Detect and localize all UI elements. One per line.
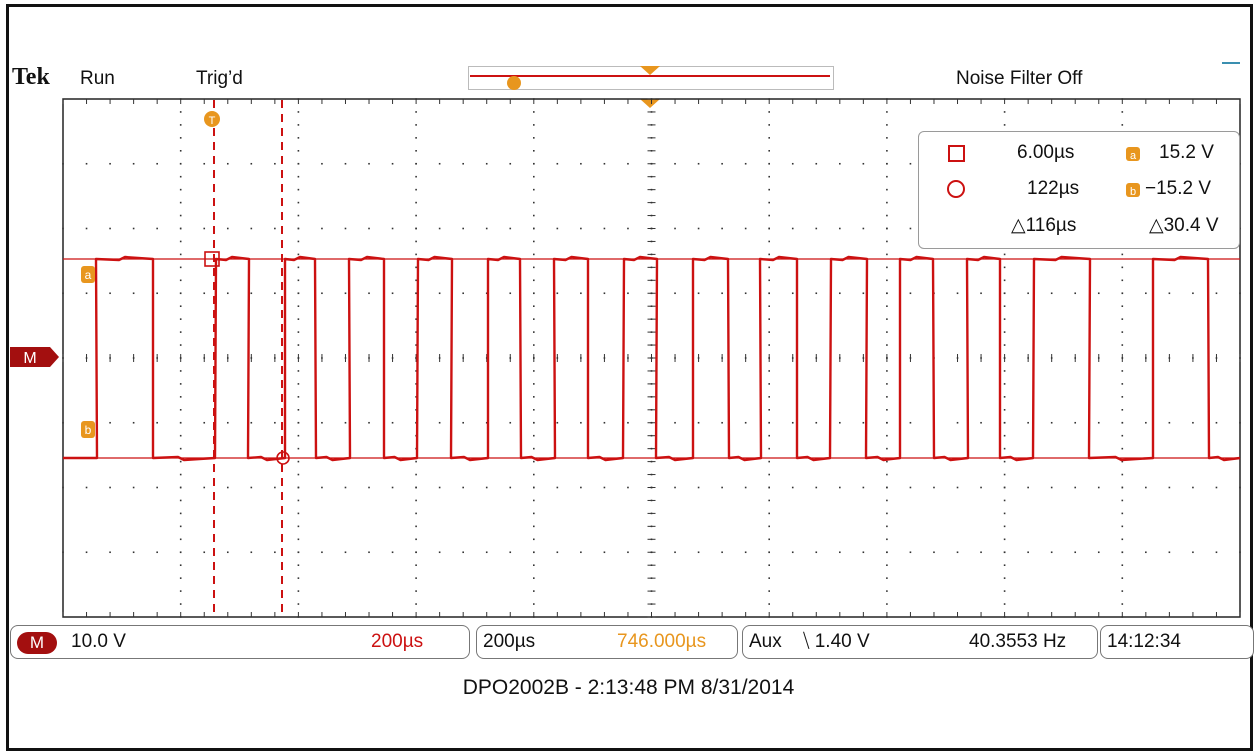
- cursor-2-circle-icon: [947, 180, 965, 198]
- cursor-1-time: 6.00µs: [1017, 142, 1075, 163]
- cursor-1-square-icon: [948, 145, 965, 162]
- math-time-per-div: 200µs: [371, 631, 424, 652]
- delta-volts: △30.4 V: [1149, 215, 1219, 236]
- expansion-point-icon: [640, 66, 660, 75]
- record-trigger-icon: [507, 76, 521, 90]
- trigger-position-icon: [640, 99, 660, 108]
- trigger-marker-label: T: [209, 115, 216, 127]
- svg-text:b: b: [1130, 186, 1136, 198]
- vertical-settings-segment[interactable]: M 10.0 V 200µs: [10, 625, 470, 659]
- cursor-1-marker-icon: [204, 251, 220, 267]
- cursor-readout-panel: 6.00µs a 15.2 V 122µs b −15.2 V △116µs △…: [918, 131, 1240, 249]
- svg-text:a: a: [1130, 150, 1137, 162]
- trigger-source: Aux: [749, 631, 782, 652]
- math-channel-badge: M: [17, 632, 57, 654]
- horizontal-position: 746.000µs: [617, 631, 707, 652]
- cursor-a-badge-icon: a: [1126, 147, 1140, 162]
- settings-footer: M 10.0 V 200µs 200µs 746.000µs Aux ⧹ 1.4…: [10, 625, 1254, 659]
- cursor-b-volts: −15.2 V: [1145, 178, 1212, 199]
- cursor-b-badge-icon: b: [1126, 183, 1140, 198]
- clock-time: 14:12:34: [1107, 631, 1181, 652]
- cursor-2-marker-icon: [276, 451, 290, 465]
- trigger-settings-segment[interactable]: Aux ⧹ 1.40 V 40.3553 Hz: [742, 625, 1098, 659]
- channel-1-waveform: [63, 255, 1241, 462]
- brand-logo: Tek: [12, 64, 50, 90]
- trigger-level: ⧹ 1.40 V: [803, 631, 870, 652]
- time-per-div: 200µs: [483, 631, 536, 652]
- cursor-2-time: 122µs: [1027, 178, 1080, 199]
- math-reference-label: M: [23, 350, 36, 367]
- trigger-frequency: 40.3553 Hz: [969, 631, 1067, 652]
- cursor-b-level-icon: [81, 421, 95, 438]
- clock-segment: 14:12:34: [1100, 625, 1254, 659]
- horizontal-settings-segment[interactable]: 200µs 746.000µs: [476, 625, 738, 659]
- trigger-marker-icon: [204, 111, 220, 127]
- run-state[interactable]: Run: [80, 68, 115, 89]
- volts-per-div: 10.0 V: [71, 631, 126, 652]
- math-reference-marker-icon[interactable]: [10, 347, 59, 367]
- cursor-a-volts: 15.2 V: [1159, 142, 1214, 163]
- grid-dots: [62, 98, 1241, 618]
- status-header: Tek Run Trig’d Noise Filter Off: [10, 62, 1250, 96]
- trigger-state: Trig’d: [196, 68, 243, 89]
- noise-filter-status[interactable]: Noise Filter Off: [956, 68, 1083, 89]
- cursor-a-level-label: a: [85, 268, 92, 282]
- delta-time: △116µs: [1011, 215, 1077, 236]
- cursor-b-level-label: b: [85, 423, 92, 437]
- capture-caption: DPO2002B - 2:13:48 PM 8/31/2014: [462, 676, 795, 699]
- cursor-a-level-icon: [81, 266, 95, 283]
